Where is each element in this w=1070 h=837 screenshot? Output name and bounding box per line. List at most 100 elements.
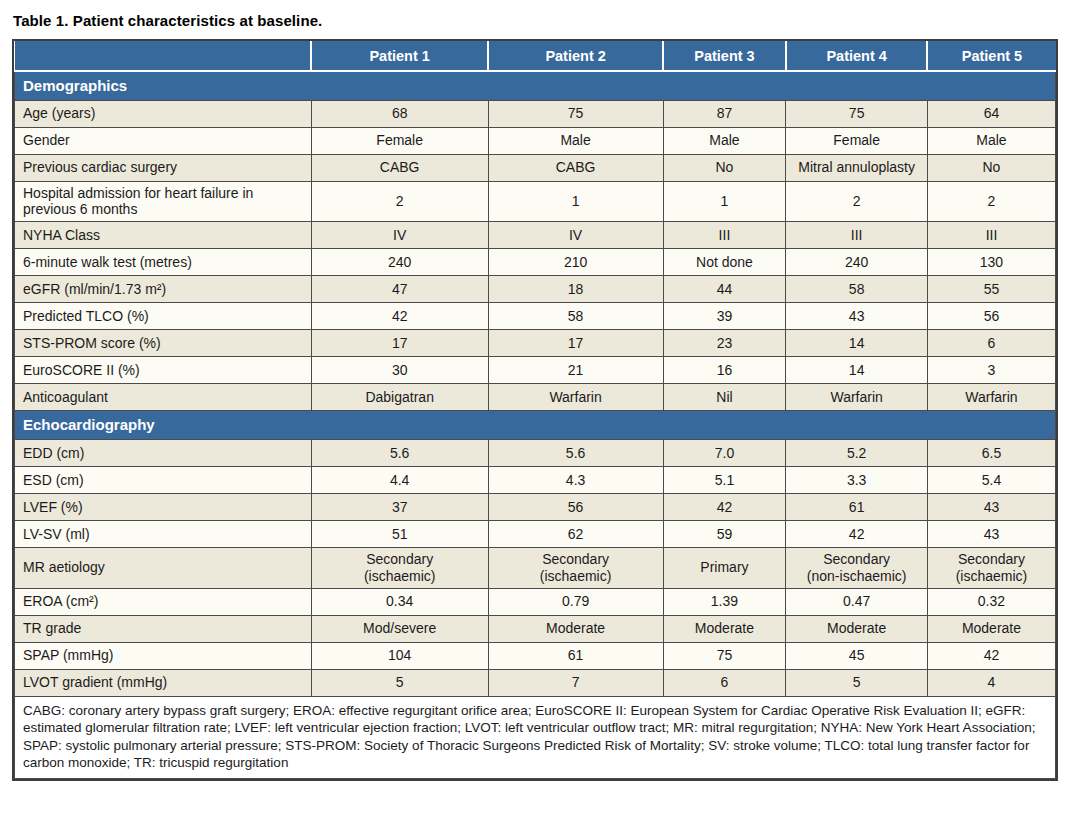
column-header-patient-2: Patient 2: [488, 41, 663, 71]
cell-value: 23: [663, 330, 786, 357]
cell-value: Male: [488, 127, 663, 154]
cell-value: 21: [488, 357, 663, 384]
row-label: STS-PROM score (%): [15, 330, 312, 357]
row-label: ESD (cm): [15, 467, 312, 494]
page: Table 1. Patient characteristics at base…: [0, 0, 1070, 837]
cell-value: 43: [927, 521, 1055, 548]
cell-value: IV: [488, 222, 663, 249]
table-row: eGFR (ml/min/1.73 m²)4718445855: [15, 276, 1056, 303]
table-row: TR gradeMod/severeModerateModerateModera…: [15, 615, 1056, 642]
cell-value: 47: [311, 276, 488, 303]
cell-value: 42: [786, 521, 928, 548]
table-title: Table 1. Patient characteristics at base…: [12, 8, 1058, 39]
table-row: NYHA ClassIVIVIIIIIIIII: [15, 222, 1056, 249]
cell-value: III: [786, 222, 928, 249]
cell-value: Dabigatran: [311, 384, 488, 411]
cell-value: 1: [488, 181, 663, 222]
table-row: EROA (cm²)0.340.791.390.470.32: [15, 588, 1056, 615]
row-label: TR grade: [15, 615, 312, 642]
cell-value: 55: [927, 276, 1055, 303]
table-row: MR aetiology Secondary (ischaemic) Seconda…: [15, 548, 1056, 589]
cell-value: 5.2: [786, 440, 928, 467]
cell-value: 3.3: [786, 467, 928, 494]
cell-value: Moderate: [927, 615, 1055, 642]
cell-value: 61: [786, 494, 928, 521]
cell-value: 0.47: [786, 588, 928, 615]
cell-value: 5.4: [927, 467, 1055, 494]
cell-value: 56: [927, 303, 1055, 330]
cell-value: Warfarin: [927, 384, 1055, 411]
cell-value: 0.32: [927, 588, 1055, 615]
cell-value: III: [663, 222, 786, 249]
cell-value: 45: [786, 642, 928, 669]
cell-value: 240: [786, 249, 928, 276]
cell-value: 37: [311, 494, 488, 521]
section-row-echocardiography: Echocardiography: [15, 411, 1056, 440]
column-header-patient-4: Patient 4: [786, 41, 928, 71]
cell-value: 43: [786, 303, 928, 330]
cell-value: Moderate: [488, 615, 663, 642]
cell-value: 104: [311, 642, 488, 669]
cell-value: 58: [786, 276, 928, 303]
column-header-patient-3: Patient 3: [663, 41, 786, 71]
table-row: LVEF (%)3756426143: [15, 494, 1056, 521]
cell-value: 5.6: [311, 440, 488, 467]
cell-value: 5: [786, 669, 928, 696]
footnote-row: CABG: coronary artery bypass graft surge…: [15, 696, 1056, 778]
cell-value: 75: [488, 100, 663, 127]
cell-value: 7: [488, 669, 663, 696]
cell-value: 56: [488, 494, 663, 521]
row-label: LVEF (%): [15, 494, 312, 521]
cell-value: CABG: [488, 154, 663, 181]
row-label: Previous cardiac surgery: [15, 154, 312, 181]
cell-value: 5.1: [663, 467, 786, 494]
cell-value: Secondary (ischaemic): [488, 548, 663, 589]
column-header-patient-1: Patient 1: [311, 41, 488, 71]
table-row: LVOT gradient (mmHg)57654: [15, 669, 1056, 696]
table-row: ESD (cm)4.44.35.13.35.4: [15, 467, 1056, 494]
abbreviations-footnote: CABG: coronary artery bypass graft surge…: [15, 696, 1056, 778]
cell-value: 6.5: [927, 440, 1055, 467]
cell-value: 30: [311, 357, 488, 384]
cell-value: 6: [927, 330, 1055, 357]
cell-value: No: [663, 154, 786, 181]
cell-value: 44: [663, 276, 786, 303]
cell-value: Mitral annuloplasty: [786, 154, 928, 181]
corner-cell: [15, 41, 312, 71]
table-row: EDD (cm)5.65.67.05.26.5: [15, 440, 1056, 467]
cell-value: 5.6: [488, 440, 663, 467]
cell-value: 58: [488, 303, 663, 330]
table-header: Patient 1Patient 2Patient 3Patient 4Pati…: [15, 41, 1056, 71]
cell-value: 42: [927, 642, 1055, 669]
row-label: LVOT gradient (mmHg): [15, 669, 312, 696]
cell-value: Secondary (non-ischaemic): [786, 548, 928, 589]
row-label: 6-minute walk test (metres): [15, 249, 312, 276]
cell-value: 130: [927, 249, 1055, 276]
cell-value: 0.79: [488, 588, 663, 615]
row-label: Hospital admission for heart failure in …: [15, 181, 312, 222]
cell-value: Primary: [663, 548, 786, 589]
table-row: GenderFemaleMaleMaleFemaleMale: [15, 127, 1056, 154]
row-label: MR aetiology: [15, 548, 312, 589]
cell-value: 210: [488, 249, 663, 276]
cell-value: 240: [311, 249, 488, 276]
cell-value: 17: [488, 330, 663, 357]
cell-value: 62: [488, 521, 663, 548]
cell-value: Female: [311, 127, 488, 154]
cell-value: IV: [311, 222, 488, 249]
cell-value: Moderate: [786, 615, 928, 642]
cell-value: 42: [663, 494, 786, 521]
row-label: Anticoagulant: [15, 384, 312, 411]
row-label: SPAP (mmHg): [15, 642, 312, 669]
section-header: Demographics: [15, 71, 1056, 100]
cell-value: 59: [663, 521, 786, 548]
cell-value: 14: [786, 357, 928, 384]
table-row: Previous cardiac surgeryCABGCABGNoMitral…: [15, 154, 1056, 181]
row-label: eGFR (ml/min/1.73 m²): [15, 276, 312, 303]
cell-value: 3: [927, 357, 1055, 384]
row-label: Age (years): [15, 100, 312, 127]
column-header-patient-5: Patient 5: [927, 41, 1055, 71]
cell-value: 2: [927, 181, 1055, 222]
table-row: EuroSCORE II (%)302116143: [15, 357, 1056, 384]
cell-value: 4.3: [488, 467, 663, 494]
